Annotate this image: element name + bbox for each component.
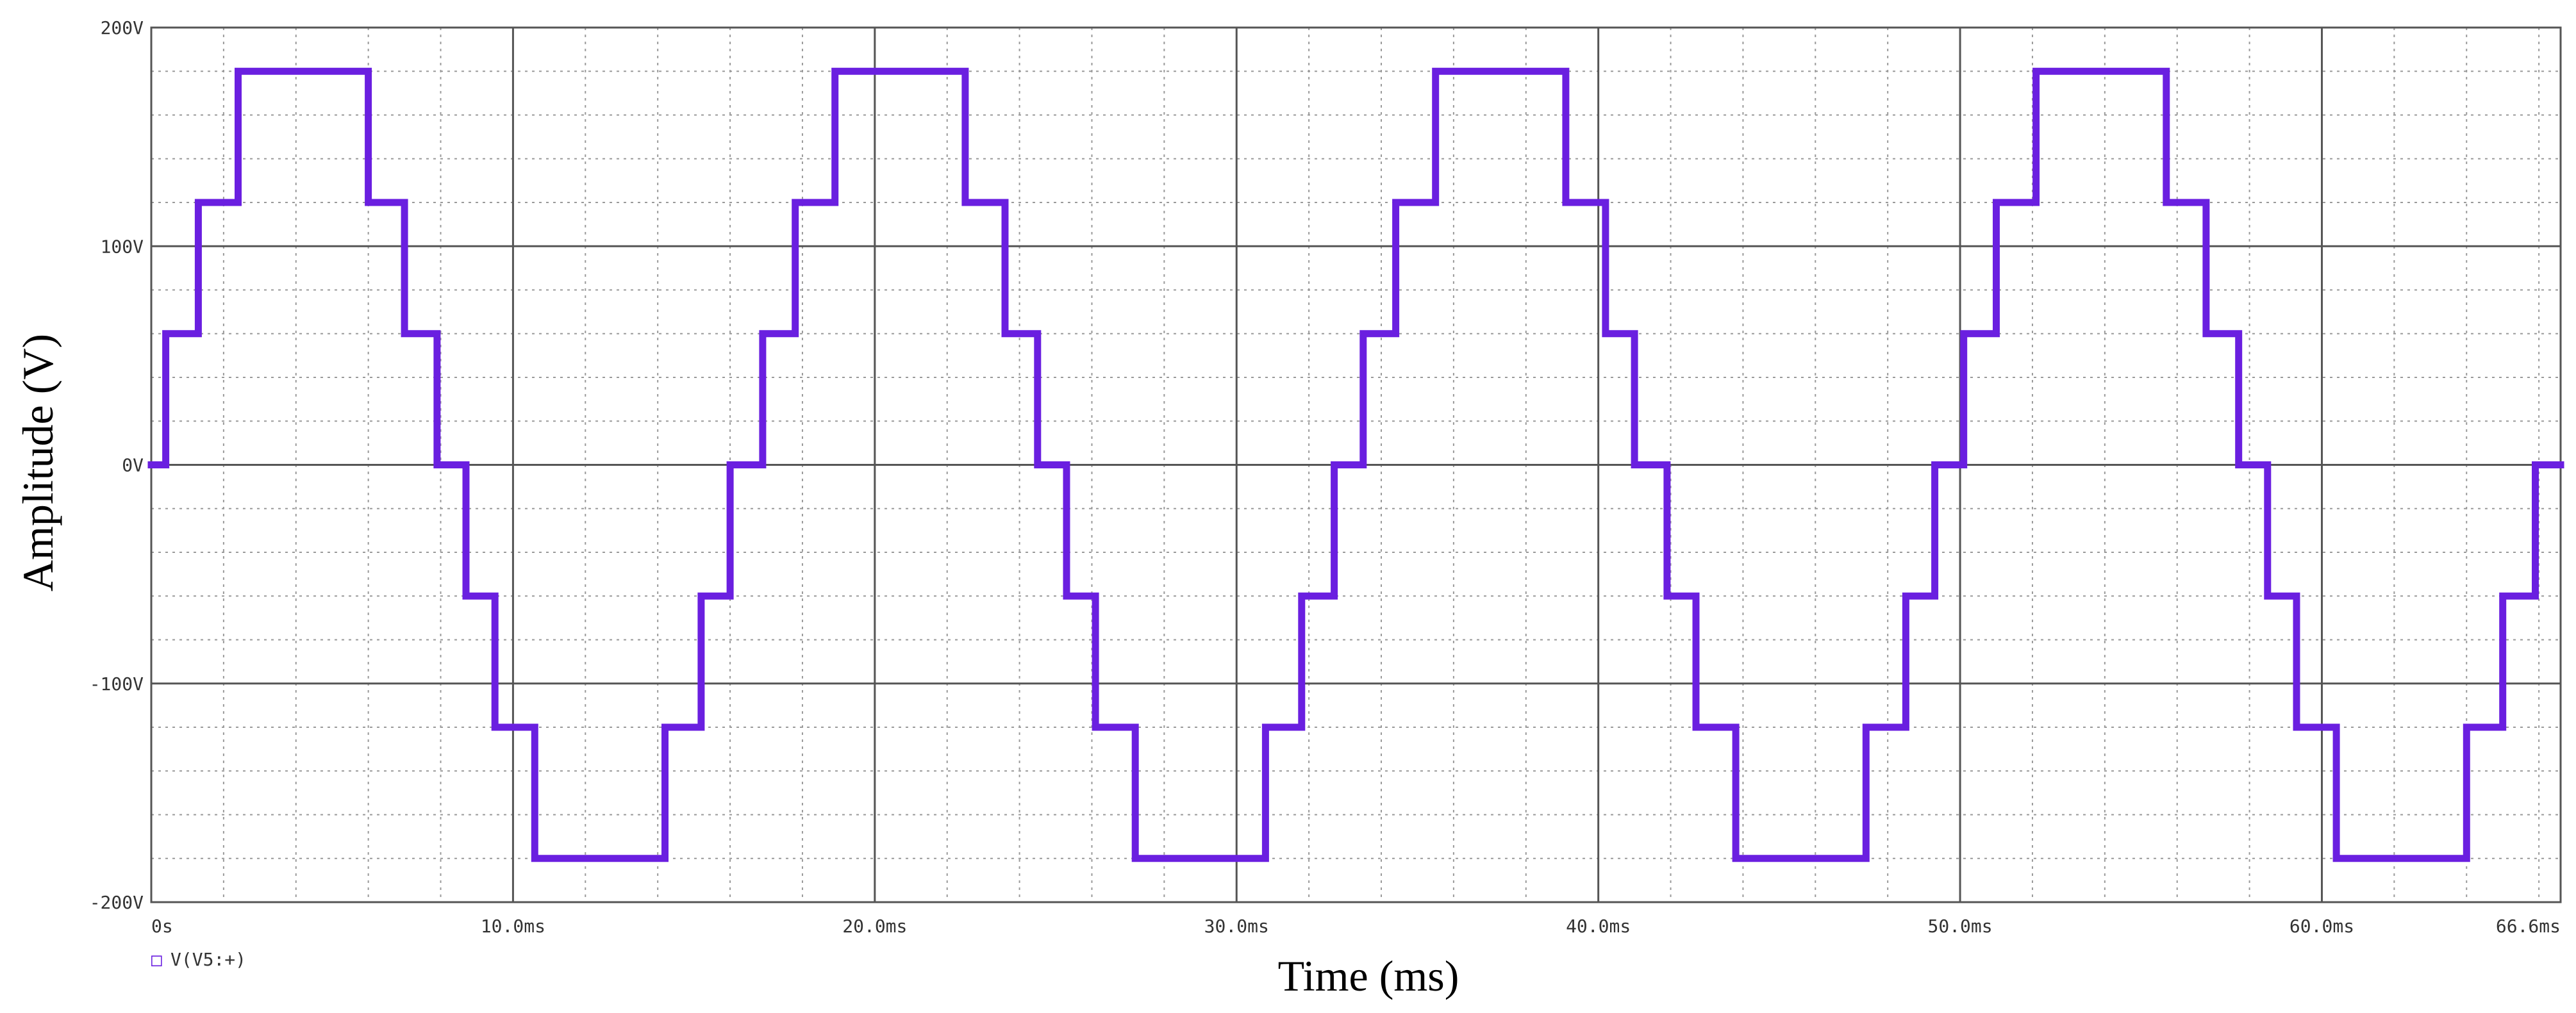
x-axis-label: Time (ms) (1278, 951, 1459, 1000)
x-tick-label: 30.0ms (1204, 916, 1269, 937)
series-line (147, 67, 2564, 862)
y-tick-label: -100V (90, 673, 144, 695)
x-tick-label: 10.0ms (481, 916, 545, 937)
legend-marker: □ (151, 949, 162, 970)
x-tick-label: 60.0ms (2289, 916, 2354, 937)
y-tick-label: -200V (90, 892, 144, 913)
y-tick-label: 200V (101, 17, 144, 38)
x-axis-ticks: 0s 10.0ms 20.0ms 30.0ms 40.0ms 50.0ms 60.0ms 66… (151, 916, 2561, 937)
x-tick-label: 50.0ms (1927, 916, 1992, 937)
y-tick-label: 100V (101, 236, 144, 257)
x-tick-label: 0s (151, 916, 173, 937)
y-axis-label: Amplitude (V) (13, 334, 62, 591)
legend-series-label: V(V5:+) (170, 949, 246, 970)
series-layer (147, 67, 2564, 862)
x-tick-label: 20.0ms (842, 916, 907, 937)
x-tick-label: 66.6ms (2496, 916, 2561, 937)
y-tick-label: 0V (122, 455, 144, 476)
x-tick-label: 40.0ms (1566, 916, 1631, 937)
y-axis-ticks: 200V 100V 0V -100V -200V (90, 17, 144, 913)
legend: □ V(V5:+) (151, 949, 246, 970)
